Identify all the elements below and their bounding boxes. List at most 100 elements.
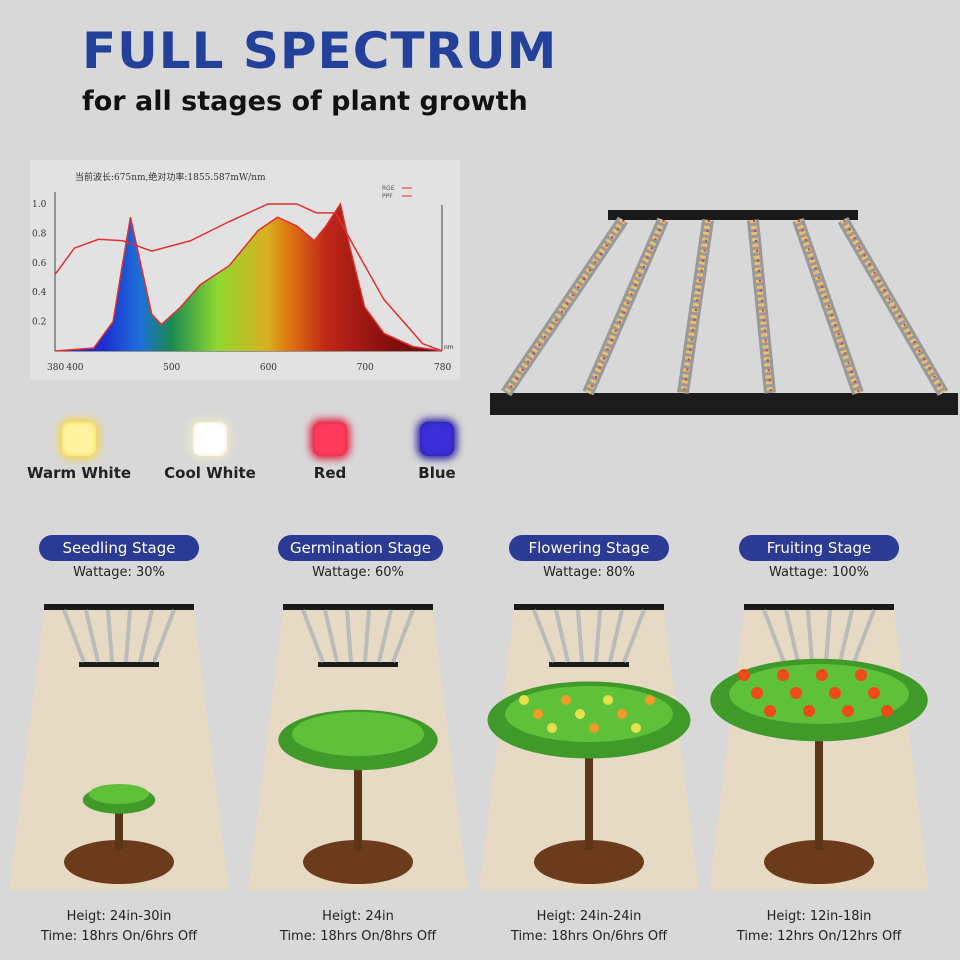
fruit [868, 687, 880, 699]
lamp-top-bar [514, 604, 664, 610]
tree-canopy-highlight [292, 712, 424, 756]
lamp-bar [838, 609, 854, 663]
legend-ppf: PPF [382, 193, 393, 200]
stage-header: Seedling Stage Wattage: 30% [39, 535, 199, 580]
wattage-label: Wattage: 100% [768, 565, 870, 580]
spectrum-chart: 当前波长:675nm,绝对功率:1855.587mW/nm RGE PPF 38… [30, 160, 460, 380]
stage-pill: Flowering Stage [509, 535, 669, 561]
lamp-bar [124, 609, 132, 663]
flower [589, 723, 599, 733]
lamp-top-bar [744, 604, 894, 610]
lamp-bar [554, 609, 570, 663]
x-tick-label: 600 [260, 363, 277, 373]
flower [561, 695, 571, 705]
flower [645, 695, 655, 705]
lamp-bar [377, 609, 393, 663]
flower [575, 709, 585, 719]
flower [603, 695, 613, 705]
lamp-bar [152, 609, 176, 663]
lamp-bar [824, 609, 832, 663]
page-title: FULL SPECTRUM [82, 22, 558, 80]
lamp-bar [391, 609, 415, 663]
flower [533, 709, 543, 719]
soil-mound [534, 840, 644, 884]
lamp-bar [106, 609, 114, 663]
lamp-bar [323, 609, 339, 663]
led-strip [680, 219, 711, 394]
lamp-bar [363, 609, 371, 663]
series-line-ppf [54, 203, 443, 352]
height-label: Heigt: 24in [322, 909, 394, 924]
soil-mound [64, 840, 174, 884]
tree-trunk [585, 730, 593, 850]
y-tick-label: 0.2 [32, 318, 46, 328]
stage-illustration [248, 604, 468, 890]
lamp-bar [138, 609, 154, 663]
lamp-bottom-bar [549, 662, 629, 667]
wattage-label: Wattage: 30% [73, 565, 165, 580]
flower [631, 723, 641, 733]
y-tick-label: 0.4 [32, 288, 47, 298]
x-tick-label: 500 [163, 363, 180, 373]
led-swatch-cool-white [193, 422, 227, 456]
stage-info: Heigt: 24in Time: 18hrs On/8hrs Off [248, 907, 468, 947]
x-tick-label: 700 [357, 363, 374, 373]
grow-light-fixture [490, 210, 958, 415]
x-unit: nm [444, 344, 454, 351]
y-tick-label: 1.0 [32, 200, 47, 210]
time-label: Time: 18hrs On/6hrs Off [510, 929, 668, 944]
stage-pill: Seedling Stage [39, 535, 199, 561]
lamp-bar [784, 609, 800, 663]
spectrum-area [55, 204, 442, 351]
led-label: Blue [418, 464, 456, 482]
lamp-bar [301, 609, 325, 663]
lamp-bar [532, 609, 556, 663]
stage-pill: Fruiting Stage [739, 535, 899, 561]
led-swatch-red [313, 422, 347, 456]
tree-trunk [354, 750, 362, 850]
stage-illustration [9, 604, 229, 890]
tree-canopy-highlight [89, 784, 149, 804]
fruit [816, 669, 828, 681]
led-label: Red [313, 464, 347, 482]
lamp-bar [576, 609, 584, 663]
height-label: Heigt: 24in-24in [536, 909, 642, 924]
time-label: Time: 12hrs On/12hrs Off [736, 929, 902, 944]
fruit [881, 705, 893, 717]
fruit [751, 687, 763, 699]
lamp-bar [622, 609, 646, 663]
lamp-bar [84, 609, 100, 663]
bottom-bar [490, 393, 958, 415]
y-tick-label: 0.6 [32, 259, 47, 269]
flower [547, 723, 557, 733]
lamp-top-bar [283, 604, 433, 610]
height-label: Heigt: 12in-18in [766, 909, 872, 924]
fruit [842, 705, 854, 717]
stage-info: Heigt: 12in-18in Time: 12hrs On/12hrs Off [709, 907, 929, 947]
fruit [790, 687, 802, 699]
series-line-rge [54, 202, 443, 352]
soil-mound [303, 840, 413, 884]
fruit [855, 669, 867, 681]
led-swatch-blue [420, 422, 454, 456]
lamp-bar [806, 609, 814, 663]
led-label: Cool White [164, 464, 256, 482]
tree-trunk [815, 710, 823, 850]
lamp-bottom-bar [318, 662, 398, 667]
stage-illustration [709, 604, 929, 890]
x-tick-label: 400 [66, 363, 83, 373]
y-tick-label: 0.8 [32, 229, 47, 239]
time-label: Time: 18hrs On/8hrs Off [279, 929, 437, 944]
spectrum-svg: 当前波长:675nm,绝对功率:1855.587mW/nm RGE PPF 38… [32, 171, 454, 373]
lamp-bottom-bar [79, 662, 159, 667]
top-bar [608, 210, 858, 220]
led-strip-red [588, 219, 665, 394]
light-bar [837, 216, 949, 397]
led-strip [750, 219, 773, 394]
stage-header: Germination Stage Wattage: 60% [278, 535, 443, 580]
tree-canopy-highlight [505, 686, 673, 742]
chart-title: 当前波长:675nm,绝对功率:1855.587mW/nm [75, 171, 266, 183]
light-cone [9, 610, 229, 890]
legend-rge: RGE [382, 185, 395, 192]
fruit [764, 705, 776, 717]
